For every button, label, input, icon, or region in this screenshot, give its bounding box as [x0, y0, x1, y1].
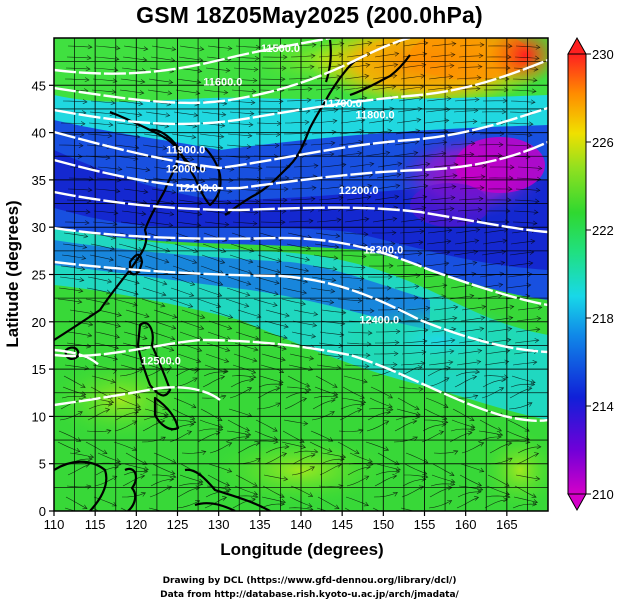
contour-label: 12400.0	[359, 315, 399, 327]
x-tick-label: 160	[455, 517, 477, 532]
contour-label: 12000.0	[166, 163, 206, 175]
grid-lines	[53, 37, 549, 512]
contour-label: 11900.0	[166, 144, 205, 156]
x-tick-label: 120	[125, 517, 147, 532]
y-axis-label: Latitude (degrees)	[3, 200, 22, 347]
y-tick-label: 0	[39, 504, 46, 519]
streamlines	[57, 40, 543, 511]
x-tick-label: 140	[290, 517, 312, 532]
contour-label: 12100.0	[178, 182, 218, 194]
y-tick-label: 25	[32, 268, 46, 283]
x-tick-label: 115	[85, 517, 106, 532]
colorbar-tick-label: 214	[592, 399, 614, 414]
x-axis: 110 115 120 125 130 135 140 145 150 155 160 165	[44, 511, 518, 532]
x-tick-label: 125	[167, 517, 189, 532]
contour-label: 11600.0	[203, 76, 242, 88]
contour-label: 11700.0	[323, 98, 362, 110]
x-tick-label: 110	[44, 517, 65, 532]
colorbar-tick-label: 210	[592, 487, 614, 502]
y-tick-label: 10	[32, 409, 46, 424]
y-tick-label: 45	[32, 78, 46, 93]
colorbar-tick-label: 230	[592, 47, 614, 62]
x-tick-label: 165	[496, 517, 518, 532]
colorbar: 210 214 218 222 226 230	[567, 36, 614, 512]
contour-label: 11800.0	[356, 109, 395, 121]
x-axis-label: Longitude (degrees)	[220, 540, 383, 559]
y-tick-label: 35	[32, 173, 46, 188]
x-tick-label: 135	[249, 517, 271, 532]
y-tick-label: 40	[32, 126, 46, 141]
y-tick-label: 30	[32, 220, 46, 235]
height-contours	[54, 38, 548, 422]
contour-label: 12200.0	[339, 185, 379, 197]
temperature-field	[54, 38, 548, 511]
colorbar-min-arrow	[567, 493, 587, 512]
contour-label: 12300.0	[363, 245, 403, 257]
chart-title: GSM 18Z05May2025 (200.0hPa)	[136, 2, 483, 28]
colorbar-tick-label: 218	[592, 311, 614, 326]
credit-drawing: Drawing by DCL (https://www.gfd-dennou.o…	[162, 576, 457, 586]
colorbar-tick-label: 222	[592, 223, 614, 238]
contour-label: 12500.0	[141, 355, 181, 367]
x-tick-label: 155	[414, 517, 436, 532]
y-axis: 0 5 10 15 20 25 30 35 40 45	[32, 78, 54, 519]
y-tick-label: 15	[32, 362, 46, 377]
x-tick-label: 150	[372, 517, 394, 532]
contour-label: 11500.0	[261, 43, 300, 55]
x-tick-label: 145	[331, 517, 353, 532]
y-tick-label: 20	[32, 315, 46, 330]
colorbar-tick-label: 226	[592, 135, 614, 150]
colorbar-bar	[567, 53, 587, 495]
colorbar-max-arrow	[567, 36, 587, 55]
credit-data: Data from http://database.rish.kyoto-u.a…	[160, 590, 459, 600]
x-tick-label: 130	[208, 517, 230, 532]
y-tick-label: 5	[39, 457, 46, 472]
